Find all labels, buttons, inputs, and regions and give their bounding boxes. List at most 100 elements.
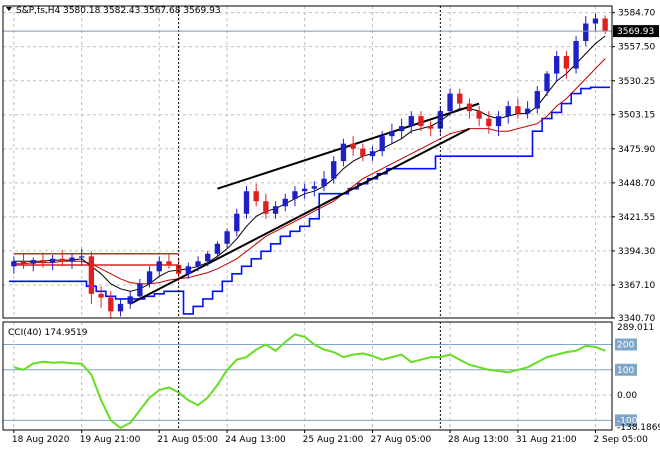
candle-body[interactable] xyxy=(592,18,599,24)
cci-line xyxy=(13,333,606,430)
candle-body[interactable] xyxy=(534,91,540,109)
price-tick-label: 3448.70 xyxy=(618,179,655,189)
candle-body[interactable] xyxy=(408,116,414,127)
price-tick-label: 3503.15 xyxy=(618,111,655,121)
candle-body[interactable] xyxy=(340,143,347,162)
candle-body[interactable] xyxy=(253,191,259,202)
candle-body[interactable] xyxy=(311,186,318,189)
candle-body[interactable] xyxy=(156,261,162,272)
candle-body[interactable] xyxy=(234,213,240,232)
candle-body[interactable] xyxy=(389,131,395,137)
slow-moving-average xyxy=(13,58,606,285)
candle-body[interactable] xyxy=(476,111,482,119)
time-axis[interactable]: 18 Aug 2020 19 Aug 21:00 21 Aug 05:00 24 Au… xyxy=(12,430,648,445)
price-axis[interactable]: 3584.70 3557.50 3530.25 3503.15 3475.90 3448.… xyxy=(612,9,655,324)
candlesticks[interactable] xyxy=(11,13,608,319)
trendline[interactable] xyxy=(217,102,480,190)
candle-body[interactable] xyxy=(98,293,104,298)
candle-body[interactable] xyxy=(30,260,36,264)
main-grid xyxy=(3,6,612,319)
candle-body[interactable] xyxy=(544,73,550,92)
moving-averages xyxy=(13,35,606,292)
candle-body[interactable] xyxy=(175,265,182,274)
price-tick-label: 3530.25 xyxy=(618,77,655,87)
candle-body[interactable] xyxy=(447,93,453,112)
candle-body[interactable] xyxy=(418,116,424,127)
pane-frames xyxy=(2,5,613,431)
candle-body[interactable] xyxy=(20,261,27,264)
envelope-line xyxy=(9,86,610,315)
candle-body[interactable] xyxy=(214,243,221,254)
candle-body[interactable] xyxy=(398,126,405,132)
candle-body[interactable] xyxy=(321,178,327,187)
candle-body[interactable] xyxy=(554,56,560,74)
time-tick-label: 21 Aug 05:00 xyxy=(157,435,218,445)
price-tick-label: 3340.70 xyxy=(618,314,655,324)
candle-body[interactable] xyxy=(495,116,502,127)
candle-body[interactable] xyxy=(505,106,511,117)
cci-level-tag xyxy=(615,338,637,351)
candle-body[interactable] xyxy=(69,257,75,262)
candle-body[interactable] xyxy=(524,108,531,114)
cci-axis: 289.011 200 100 0.00 -100-138.1869 xyxy=(615,323,660,433)
candle-body[interactable] xyxy=(11,261,17,267)
candle-body[interactable] xyxy=(49,258,56,263)
candle-body[interactable] xyxy=(350,143,356,149)
candle-body[interactable] xyxy=(379,136,385,152)
envelope-path xyxy=(9,86,610,315)
candle-body[interactable] xyxy=(195,261,201,267)
cci-tick-label: -138.1869 xyxy=(617,423,660,433)
price-tick-label: 3584.70 xyxy=(618,9,655,19)
candle-body[interactable] xyxy=(563,56,570,69)
dropdown-triangle-icon[interactable] xyxy=(6,7,12,11)
price-tick-label: 3557.50 xyxy=(618,43,655,53)
current-price-marker: 3569.93 xyxy=(3,25,659,38)
candle-body[interactable] xyxy=(360,148,366,157)
candle-body[interactable] xyxy=(88,256,95,294)
candle-body[interactable] xyxy=(301,188,308,192)
candle-body[interactable] xyxy=(127,296,133,304)
candle-body[interactable] xyxy=(205,253,211,262)
candle-body[interactable] xyxy=(282,198,288,207)
cci-pane-frame xyxy=(2,321,613,431)
current-price-tag xyxy=(613,25,659,38)
candle-body[interactable] xyxy=(79,256,85,258)
candle-body[interactable] xyxy=(583,23,589,42)
candle-body[interactable] xyxy=(108,297,114,312)
candle-body[interactable] xyxy=(272,206,279,214)
time-tick-label: 2 Sep 05:00 xyxy=(593,435,648,445)
candle-body[interactable] xyxy=(602,18,608,32)
candle-body[interactable] xyxy=(166,261,172,266)
time-tick-label: 25 Aug 21:00 xyxy=(303,435,364,445)
candle-body[interactable] xyxy=(117,303,124,312)
candle-body[interactable] xyxy=(59,258,65,262)
candle-body[interactable] xyxy=(428,126,434,129)
candle-body[interactable] xyxy=(457,93,463,104)
cci-tick-label: 289.011 xyxy=(617,323,654,333)
candle-body[interactable] xyxy=(515,106,521,114)
cci-tick-label: 0.00 xyxy=(617,391,637,401)
main-pane-frame xyxy=(2,5,613,319)
price-tick-label: 3475.90 xyxy=(618,145,655,155)
candle-body[interactable] xyxy=(146,271,153,284)
candle-body[interactable] xyxy=(369,151,376,157)
candle-body[interactable] xyxy=(486,118,492,127)
candle-body[interactable] xyxy=(243,191,250,214)
candle-body[interactable] xyxy=(263,201,269,214)
candle-body[interactable] xyxy=(224,231,230,244)
time-tick-label: 24 Aug 13:00 xyxy=(225,435,286,445)
candle-body[interactable] xyxy=(40,260,46,263)
candle-body[interactable] xyxy=(331,161,337,179)
cci-header: CCI(40) 174.9519 xyxy=(8,328,88,338)
symbol-header: S&P,fs,H4 3580.18 3582.43 3567.68 3569.9… xyxy=(16,6,221,16)
current-price-label: 3569.93 xyxy=(617,27,654,37)
candle-body[interactable] xyxy=(573,41,579,69)
candle-body[interactable] xyxy=(185,266,191,274)
candle-body[interactable] xyxy=(466,103,473,112)
cci-tick-label: -100 xyxy=(617,416,638,426)
candle-body[interactable] xyxy=(292,191,298,199)
trendline[interactable] xyxy=(129,127,470,305)
candle-body[interactable] xyxy=(137,283,143,297)
